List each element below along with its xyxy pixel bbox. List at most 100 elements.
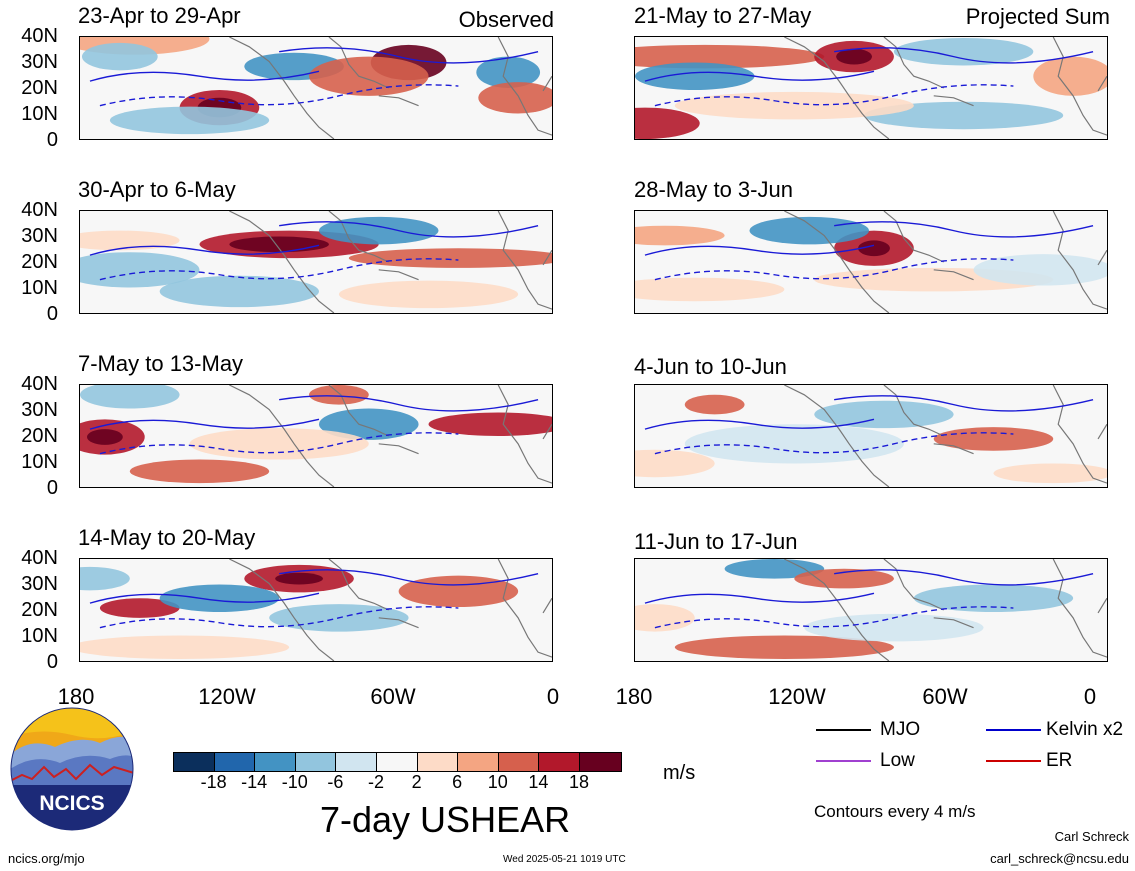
- x-tick-label: 180: [615, 684, 653, 709]
- footer-url[interactable]: ncics.org/mjo: [8, 851, 85, 866]
- positive-shear-area: [275, 572, 323, 585]
- kelvin-contour: [644, 592, 875, 604]
- negative-shear-area: [80, 252, 200, 288]
- y-tick-label: 30N: [21, 51, 58, 73]
- shear-map-panel: [79, 36, 553, 140]
- positive-shear-area: [309, 385, 369, 405]
- projected-sum-label: Projected Sum: [965, 4, 1110, 29]
- colorbar-tick-label: -10: [281, 772, 308, 792]
- negative-shear-area: [159, 584, 280, 612]
- x-tick-label: 0: [546, 684, 560, 709]
- positive-shear-area: [794, 568, 894, 589]
- kelvin-contour: [279, 221, 539, 238]
- shear-map-svg: [80, 559, 552, 661]
- observed-label: Observed: [458, 7, 554, 32]
- y-tick-label: 10N: [21, 625, 58, 647]
- y-tick-label: 40N: [21, 25, 58, 47]
- colorbar-tick-label: 2: [411, 772, 422, 792]
- footer-timestamp: Wed 2025-05-21 1019 UTC: [503, 854, 626, 865]
- y-tick-label: 20N: [21, 251, 58, 273]
- shear-map-svg: [80, 385, 552, 487]
- negative-shear-area: [684, 424, 904, 464]
- negative-shear-area: [318, 216, 439, 245]
- kelvin-contour: [279, 395, 539, 412]
- positive-shear-area: [428, 412, 552, 436]
- negative-shear-area: [973, 254, 1107, 286]
- positive-shear-area: [635, 604, 695, 632]
- positive-shear-area: [635, 44, 825, 69]
- negative-shear-area: [893, 37, 1034, 66]
- negative-shear-area: [159, 275, 319, 308]
- kelvin-contour: [654, 84, 1014, 107]
- colorbar-tick-label: 6: [452, 772, 463, 792]
- y-tick-label: 10N: [21, 103, 58, 125]
- shear-map-svg: [635, 211, 1107, 313]
- shear-map-panel: [79, 210, 553, 314]
- colorbar-units: m/s: [663, 762, 696, 784]
- panel-title: 7-May to 13-May: [78, 351, 244, 376]
- negative-shear-area: [80, 385, 180, 409]
- positive-shear-area: [674, 91, 914, 120]
- colorbar-tick-label: -14: [241, 772, 268, 792]
- positive-shear-area: [189, 428, 369, 460]
- kelvin-contour: [834, 395, 1094, 412]
- panel-title: 23-Apr to 29-Apr: [78, 3, 241, 28]
- y-tick-label: 0: [46, 303, 58, 325]
- colorbar-swatch: [539, 753, 580, 771]
- positive-shear-area: [635, 277, 785, 302]
- positive-shear-area: [99, 598, 180, 618]
- positive-shear-area: [229, 236, 329, 253]
- positive-shear-area: [635, 225, 725, 246]
- panel-title: 21-May to 27-May: [634, 3, 812, 28]
- x-tick-label: 60W: [370, 684, 416, 709]
- x-tick-label: 120W: [198, 684, 256, 709]
- kelvin-contour: [834, 569, 1094, 586]
- ncics-logo: NCICS: [10, 707, 134, 831]
- legend-label-low: Low: [880, 750, 915, 771]
- shear-map-panel: [79, 384, 553, 488]
- shear-map-panel: [634, 384, 1108, 488]
- y-tick-label: 20N: [21, 77, 58, 99]
- colorbar-tick-label: -6: [327, 772, 344, 792]
- negative-shear-area: [913, 584, 1074, 612]
- y-tick-label: 0: [46, 129, 58, 151]
- legend-line-low: [816, 760, 871, 762]
- positive-shear-area: [933, 427, 1054, 451]
- negative-shear-area: [318, 408, 419, 440]
- kelvin-contour: [99, 606, 459, 629]
- kelvin-contour: [89, 592, 320, 604]
- positive-shear-area: [80, 230, 180, 251]
- y-tick-label: 0: [46, 477, 58, 499]
- y-tick-label: 30N: [21, 573, 58, 595]
- shear-map-panel: [634, 36, 1108, 140]
- coastline: [784, 385, 1107, 487]
- positive-shear-area: [635, 107, 700, 139]
- colorbar-tick-label: 14: [528, 772, 549, 792]
- negative-shear-area: [814, 400, 954, 429]
- positive-shear-area: [993, 463, 1107, 484]
- colorbar-tick-label: 10: [487, 772, 508, 792]
- y-tick-label: 20N: [21, 425, 58, 447]
- colorbar-swatch: [295, 753, 337, 771]
- negative-shear-area: [724, 559, 825, 579]
- contour-note: Contours every 4 m/s: [814, 802, 976, 821]
- colorbar-swatch: [255, 753, 296, 771]
- footer-email[interactable]: carl_schreck@ncsu.edu: [990, 851, 1129, 866]
- legend-label-mjo: MJO: [880, 719, 921, 740]
- kelvin-contour: [89, 70, 320, 82]
- kelvin-contour: [654, 432, 1014, 455]
- panel-title: 28-May to 3-Jun: [634, 177, 793, 202]
- panel-title: 30-Apr to 6-May: [78, 177, 236, 202]
- coastline: [229, 37, 552, 139]
- legend-line-kelvin: [986, 729, 1041, 731]
- kelvin-contour: [834, 47, 1094, 64]
- x-tick-label: 180: [57, 684, 95, 709]
- legend-line-mjo: [816, 729, 871, 731]
- kelvin-contour: [654, 258, 1014, 281]
- colorbar-swatch: [376, 753, 418, 771]
- y-tick-label: 30N: [21, 225, 58, 247]
- y-tick-label: 40N: [21, 373, 58, 395]
- kelvin-contour: [654, 606, 1014, 629]
- panel-title: 14-May to 20-May: [78, 525, 256, 550]
- panel-title: 11-Jun to 17-Jun: [634, 529, 798, 554]
